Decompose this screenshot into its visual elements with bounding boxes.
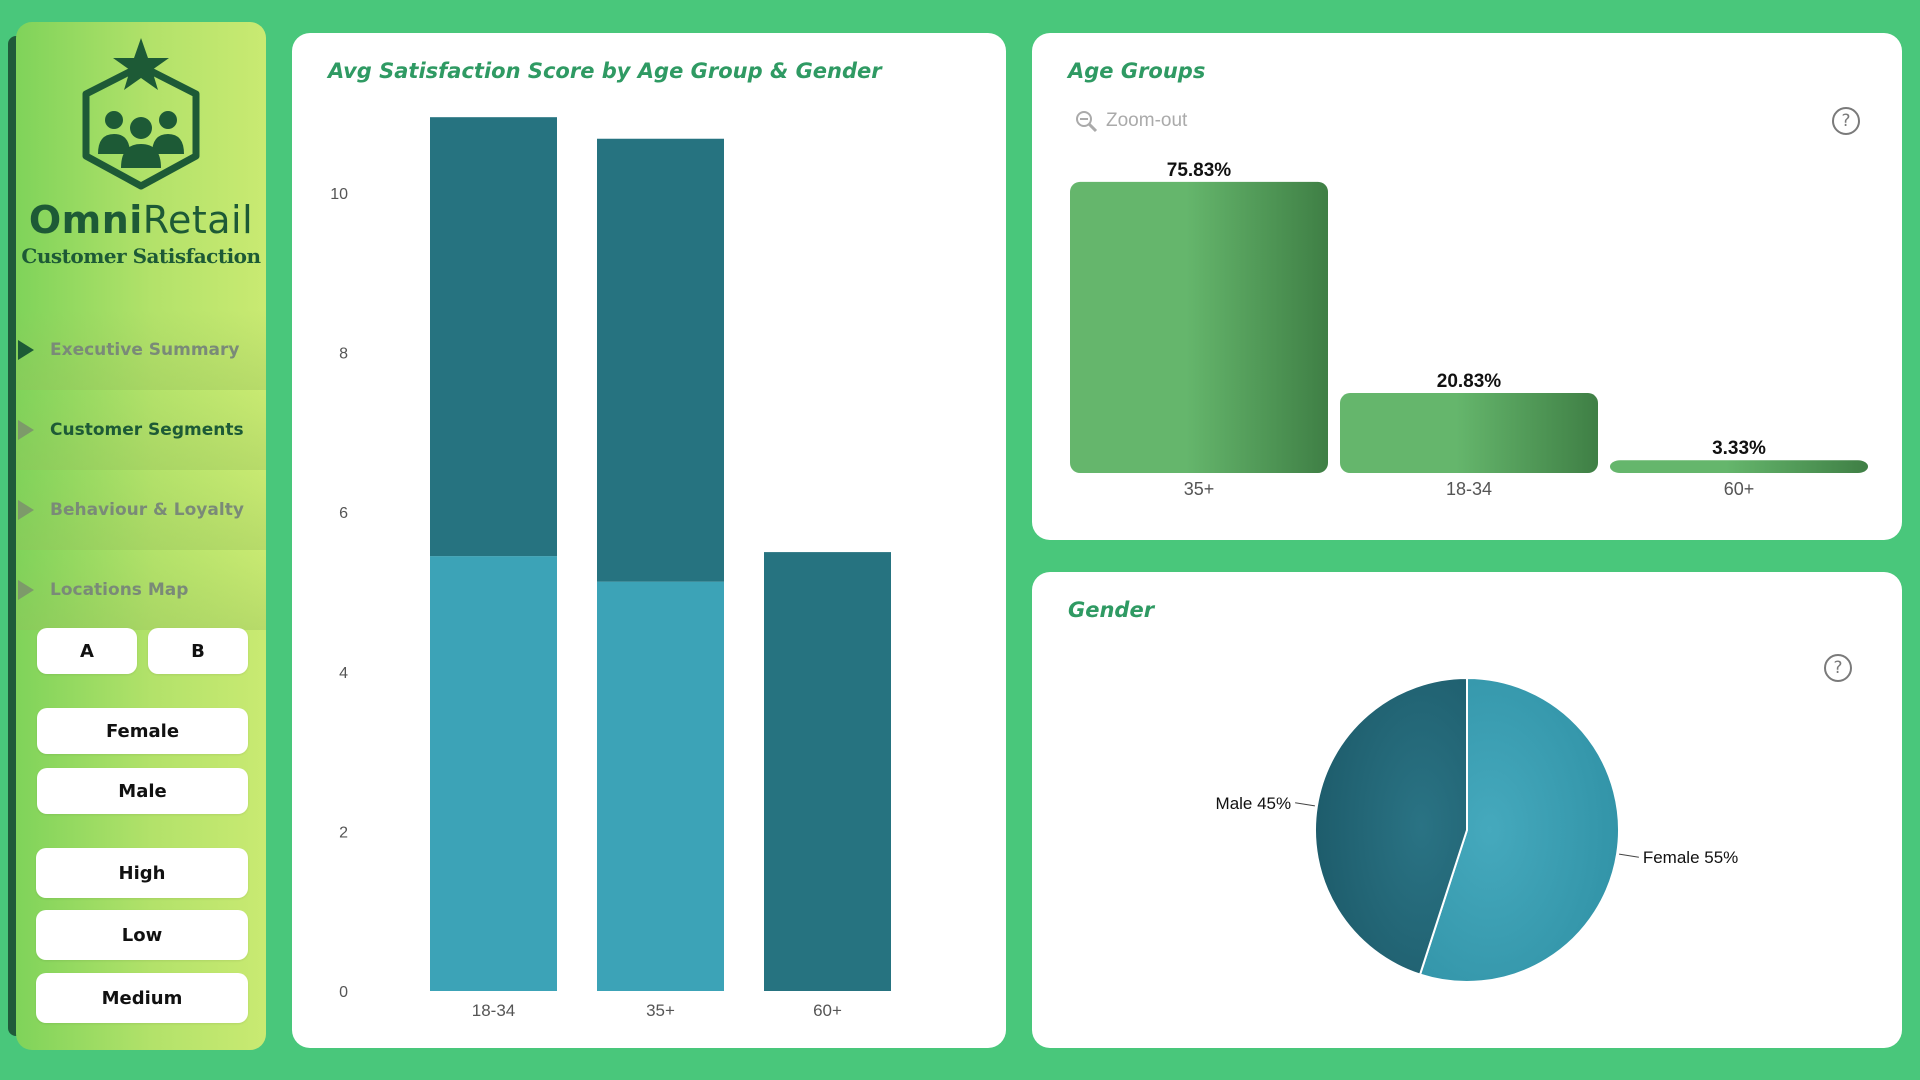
leader-line (1619, 853, 1639, 858)
y-tick-label: 6 (339, 505, 348, 522)
help-icon[interactable]: ? (1824, 654, 1852, 682)
chart-title: Avg Satisfaction Score by Age Group & Ge… (328, 59, 882, 83)
x-tick-label: 60+ (813, 1001, 842, 1020)
nav-item-label: Behaviour & Loyalty (50, 500, 244, 520)
bar[interactable] (1070, 181, 1328, 473)
y-tick-label: 2 (339, 824, 348, 841)
triangle-right-icon (18, 580, 34, 600)
bar-segment[interactable] (430, 117, 557, 557)
nav-item-behaviour-loyalty[interactable]: Behaviour & Loyalty (16, 470, 266, 550)
y-tick-label: 10 (330, 186, 348, 203)
triangle-right-icon (18, 420, 34, 440)
data-label: 20.83% (1437, 371, 1502, 392)
zoom-out-button[interactable]: Zoom-out (1074, 109, 1187, 133)
y-tick-label: 4 (339, 665, 348, 682)
data-label: 3.33% (1712, 438, 1766, 459)
bar[interactable] (1610, 460, 1868, 473)
gender-card: Gender ? Female 55% Male 45% (1032, 572, 1902, 1048)
slicer-button-high[interactable]: High (36, 848, 248, 898)
x-tick-label: 35+ (1184, 479, 1215, 499)
age-groups-bar-chart: 75.83% 35+ 20.83% 18-34 3.33% 60+ (1070, 160, 1868, 499)
bar-segment[interactable] (764, 552, 891, 991)
nav-item-customer-segments[interactable]: Customer Segments (16, 390, 266, 470)
bar-segment[interactable] (430, 556, 557, 991)
chart-title: Gender (1068, 598, 1155, 622)
slicer-button-b[interactable]: B (148, 628, 248, 674)
nav-item-locations-map[interactable]: Locations Map (16, 550, 266, 630)
nav-item-label: Executive Summary (50, 340, 240, 360)
slicer-button-a[interactable]: A (37, 628, 137, 674)
x-tick-label: 18-34 (472, 1001, 515, 1020)
x-tick-label: 60+ (1724, 479, 1755, 499)
slice-label: Female 55% (1643, 848, 1738, 867)
slice-label: Male 45% (1216, 794, 1292, 813)
x-tick-label: 18-34 (1446, 479, 1492, 499)
y-tick-label: 8 (339, 346, 348, 363)
slicer-button-medium[interactable]: Medium (36, 973, 248, 1023)
nav-item-executive-summary[interactable]: Executive Summary (16, 310, 266, 390)
zoom-out-label: Zoom-out (1106, 110, 1188, 131)
bar-segment[interactable] (597, 138, 724, 582)
slicer-button-male[interactable]: Male (37, 768, 248, 814)
gender-pie-chart: Female 55% Male 45% (1216, 676, 1738, 983)
x-tick-label: 35+ (646, 1001, 675, 1020)
pie-slice[interactable] (1418, 676, 1620, 983)
brand-name: OmniRetail (28, 198, 254, 242)
brand-subtitle: Customer Satisfaction (21, 244, 261, 268)
logo-icon (82, 38, 200, 190)
slicer-button-female[interactable]: Female (37, 708, 248, 754)
nav-item-label: Locations Map (50, 580, 189, 600)
satisfaction-chart-card: Avg Satisfaction Score by Age Group & Ge… (292, 33, 1006, 1048)
help-icon[interactable]: ? (1832, 107, 1860, 135)
nav-menu: Executive Summary Customer Segments Beha… (16, 310, 266, 630)
nav-item-label: Customer Segments (50, 420, 244, 440)
age-groups-card: Age Groups Zoom-out ? 75.83% 35+ 20.83% 18-… (1032, 33, 1902, 540)
brand-logo: OmniRetail Customer Satisfaction (16, 36, 266, 268)
satisfaction-bar-chart: 0 2 4 6 8 10 18-34 35+ 60+ (330, 117, 891, 1020)
slicer-button-low[interactable]: Low (36, 910, 248, 960)
bar-segment[interactable] (597, 581, 724, 991)
triangle-right-icon (18, 500, 34, 520)
data-label: 75.83% (1167, 160, 1232, 181)
zoom-out-icon (1076, 111, 1098, 133)
y-tick-label: 0 (339, 984, 348, 1001)
bar[interactable] (1340, 393, 1598, 473)
sidebar: OmniRetail Customer Satisfaction Executi… (16, 22, 266, 1050)
pie-slice[interactable] (1314, 676, 1468, 976)
chart-title: Age Groups (1068, 59, 1206, 83)
leader-line (1295, 802, 1315, 807)
triangle-right-icon (18, 340, 34, 360)
